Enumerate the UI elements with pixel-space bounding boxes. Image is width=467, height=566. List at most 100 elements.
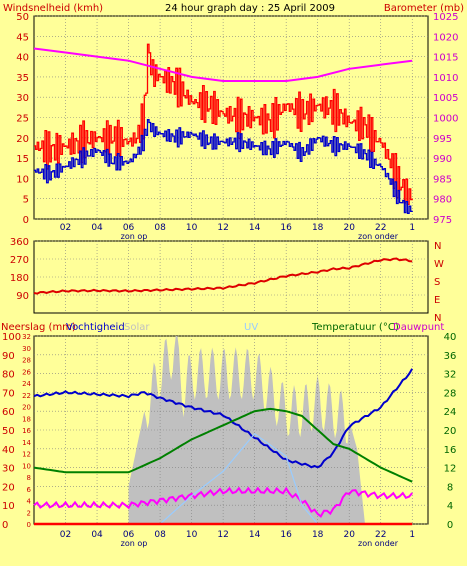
solar-area xyxy=(128,336,365,524)
wind-tick-label: 20 xyxy=(16,134,29,145)
gust-line xyxy=(34,43,413,206)
rain-tick-label: 4 xyxy=(27,498,32,506)
direction-line xyxy=(33,257,413,295)
temperature-tick-label: 8 xyxy=(447,482,453,493)
direction-letter: S xyxy=(434,277,440,288)
wind-axis-label: Windsnelheid (kmh) xyxy=(3,3,103,14)
direction-tick-label: 180 xyxy=(10,273,29,284)
barometer-tick-label: 990 xyxy=(433,154,452,165)
temperature-tick-label: 24 xyxy=(444,407,457,418)
humidity-tick-label: 40 xyxy=(2,445,15,456)
humidity-tick-label: 50 xyxy=(2,426,15,437)
rain-axis-label: Neerslag (mm) xyxy=(1,322,76,333)
temperature-x-tick-label: 12 xyxy=(217,530,228,540)
wind-tick-label: 0 xyxy=(23,215,29,226)
barometer-tick-label: 1015 xyxy=(433,53,458,64)
wind-y-labels: 0 5 10 15 20 25 30 35 40 45 50 xyxy=(16,12,29,226)
wind-grid xyxy=(34,15,428,220)
temperature-tick-label: 36 xyxy=(444,351,457,362)
direction-grid xyxy=(34,240,428,313)
rain-tick-label: 18 xyxy=(22,415,31,423)
humidity-tick-label: 0 xyxy=(2,520,8,531)
sunset-label-top: zon onder xyxy=(358,232,399,241)
temperature-tick-label: 28 xyxy=(444,388,457,399)
humidity-tick-label: 70 xyxy=(2,388,15,399)
temperature-x-tick-label: 04 xyxy=(91,530,103,540)
temperature-tick-label: 0 xyxy=(447,520,453,531)
direction-letter: N xyxy=(434,313,441,324)
wind-x-tick-label: 18 xyxy=(312,223,324,233)
wind-x-tick-label: 06 xyxy=(123,223,135,233)
direction-tick-label: 90 xyxy=(16,291,29,302)
rain-tick-label: 0 xyxy=(27,521,31,529)
humidity-y-labels: 0 10 20 30 40 50 60 70 80 90 100 xyxy=(2,332,21,531)
rain-tick-label: 26 xyxy=(22,368,31,376)
wind-x-tick-label: 22 xyxy=(375,223,386,233)
humidity-tick-label: 10 xyxy=(2,501,15,512)
wind-x-tick-label: 04 xyxy=(91,223,103,233)
wind-x-tick-label: 1 xyxy=(409,223,415,233)
direction-tick-label: 270 xyxy=(10,255,29,266)
direction-tick-label: 360 xyxy=(10,237,29,248)
dewpoint-label: Dauwpunt xyxy=(393,322,444,333)
wind-x-tick-label: 08 xyxy=(154,223,166,233)
direction-letter: N xyxy=(434,241,441,252)
wind-tick-label: 5 xyxy=(23,195,29,206)
vochtigheid-line xyxy=(33,368,414,469)
barometer-tick-label: 980 xyxy=(433,195,452,206)
direction-series xyxy=(33,257,413,295)
barometer-tick-label: 1010 xyxy=(433,73,458,84)
rain-tick-label: 14 xyxy=(22,439,31,447)
temperature-x-tick-label: 10 xyxy=(186,530,198,540)
humidity-tick-label: 60 xyxy=(2,407,15,418)
wind-x-tick-label: 02 xyxy=(60,223,71,233)
uv-line xyxy=(159,432,319,525)
rain-tick-label: 24 xyxy=(22,380,31,388)
barometer-tick-label: 985 xyxy=(433,174,452,185)
solar-label: Solar xyxy=(124,322,150,333)
dauwpunt-line xyxy=(33,486,413,518)
temperatuur-line xyxy=(33,407,413,483)
rain-tick-label: 6 xyxy=(27,486,32,494)
humidity-tick-label: 100 xyxy=(2,332,21,343)
direction-plot-area xyxy=(33,240,429,314)
wind-tick-label: 45 xyxy=(16,32,29,43)
direction-y-labels: 90 180 270 360 xyxy=(10,237,29,302)
direction-letter: E xyxy=(434,295,440,306)
wind-x-tick-label: 14 xyxy=(249,223,261,233)
rain-tick-label: 10 xyxy=(22,462,31,470)
rain-tick-label: 28 xyxy=(22,357,31,365)
temperature-x-tick-label: 06 xyxy=(123,530,135,540)
humidity-label: Vochtigheid xyxy=(66,322,125,333)
direction-letter: W xyxy=(434,259,444,270)
rain-tick-label: 16 xyxy=(22,427,31,435)
rain-tick-label: 8 xyxy=(27,474,31,482)
barometer-tick-label: 1005 xyxy=(433,93,458,104)
wind-tick-label: 15 xyxy=(16,154,29,165)
humidity-tick-label: 20 xyxy=(2,482,15,493)
temperature-x-tick-label: 1 xyxy=(409,530,415,540)
wind-x-tick-label: 10 xyxy=(186,223,198,233)
barometer-tick-label: 1000 xyxy=(433,114,458,125)
wind-tick-label: 10 xyxy=(16,174,29,185)
temperature-tick-label: 12 xyxy=(444,464,457,475)
uv-label: UV xyxy=(244,322,258,333)
rain-tick-label: 2 xyxy=(27,509,31,517)
rain-tick-label: 22 xyxy=(22,392,31,400)
temperature-x-tick-label: 02 xyxy=(60,530,71,540)
temperature-series xyxy=(33,368,414,526)
barometer-line xyxy=(33,47,413,82)
barometer-tick-label: 1025 xyxy=(433,12,458,23)
temperature-y-labels: 0 4 8 12 16 20 24 28 32 36 40 xyxy=(444,332,457,531)
temperature-tick-label: 4 xyxy=(447,501,453,512)
wind-tick-label: 50 xyxy=(16,12,29,23)
rain-tick-label: 12 xyxy=(22,451,31,459)
humidity-tick-label: 80 xyxy=(2,370,15,381)
barometer-y-labels: 975 980 985 990 995 1000 1005 1010 1015 1020 1025 xyxy=(433,12,458,226)
barometer-tick-label: 975 xyxy=(433,215,452,226)
